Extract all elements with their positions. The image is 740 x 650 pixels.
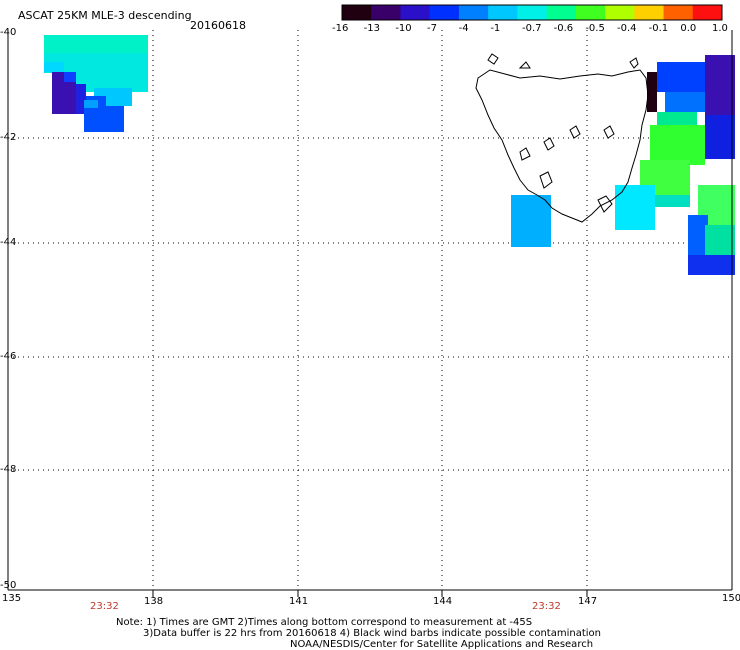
colorbar-label: -0.4 [617,23,637,34]
colorbar-swatch [575,5,606,20]
colorbar-border [341,4,723,21]
colorbar-label: 1.0 [712,23,728,34]
colorbar-swatch [429,5,460,20]
colorbar-swatch [371,5,401,20]
colorbar-swatch [458,5,489,20]
grid-lines [8,30,732,590]
note-line-3: NOAA/NESDIS/Center for Satellite Applica… [290,639,594,650]
colorbar [341,4,723,21]
note-line-2: 3)Data buffer is 22 hrs from 20160618 4)… [143,628,601,639]
colorbar-swatch [663,5,694,20]
lon-label: 150 [722,593,740,604]
colorbar-label: 0.0 [680,23,697,34]
colorbar-swatch [488,5,518,20]
lon-label: 135 [2,593,22,604]
colorbar-label: -4 [458,23,469,34]
plot-frame [7,30,733,597]
lat-label: -46 [0,351,17,362]
colorbar-label: -7 [427,23,437,34]
colorbar-swatch [546,5,577,20]
lat-label: -44 [0,237,17,248]
colorbar-swatch [605,5,635,20]
colorbar-label: -13 [363,23,380,34]
colorbar-label: -10 [395,23,412,34]
colorbar-label: -0.6 [553,23,574,34]
colorbar-label: -0.5 [585,23,605,34]
lon-label: 147 [578,596,598,607]
tasmania-coastline [475,53,649,223]
swath-left [44,35,148,132]
colorbar-swatch [692,5,723,20]
colorbar-label: -16 [332,23,349,34]
lon-label: 141 [289,596,309,607]
lat-label: -50 [0,580,17,591]
lon-label: 144 [433,596,453,607]
colorbar-label: -0.7 [522,23,542,34]
colorbar-swatch [634,5,665,20]
time-label: 23:32 [90,601,119,612]
lat-label: -42 [0,132,17,143]
map-date: 20160618 [190,19,246,32]
colorbar-label: -1 [490,23,501,34]
colorbar-swatch [517,5,548,20]
map-title: ASCAT 25KM MLE-3 descending [18,9,192,22]
lat-label: -40 [0,27,17,38]
colorbar-swatch [400,5,431,20]
colorbar-label: -0.1 [648,23,669,34]
colorbar-swatch [342,5,372,20]
swath-right [511,55,735,275]
time-label: 23:32 [532,601,561,612]
note-line-1: Note: 1) Times are GMT 2)Times along bot… [116,617,533,628]
lon-label: 138 [144,596,164,607]
lat-label: -48 [0,464,17,475]
